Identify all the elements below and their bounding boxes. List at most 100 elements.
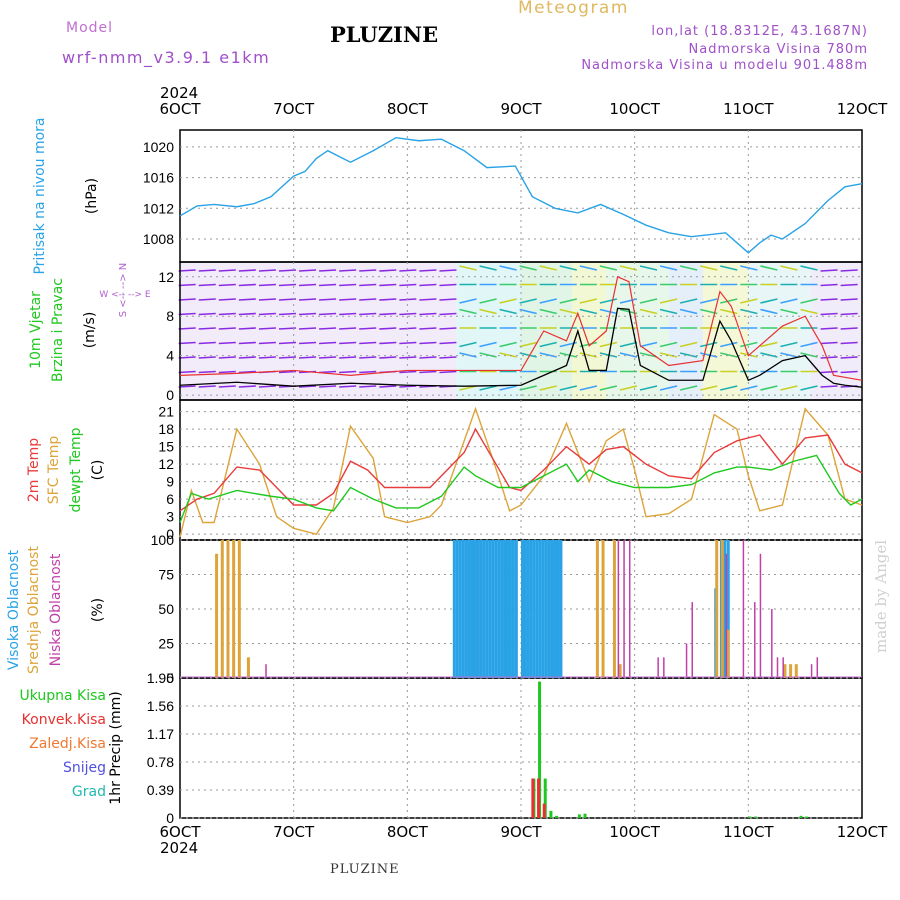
wind-arrow — [319, 298, 337, 301]
panel-frame — [179, 399, 863, 541]
cloud-bar — [742, 540, 745, 678]
cloud-bar — [595, 540, 599, 678]
y-tick-label: 1016 — [143, 170, 174, 186]
wind-arrow — [379, 283, 397, 287]
wind-arrow — [238, 283, 256, 287]
wind-arrow — [679, 298, 698, 304]
wind-arrow — [258, 298, 276, 301]
wind-arrow — [198, 283, 216, 287]
pressure-line — [179, 136, 863, 254]
wind-arrow — [479, 352, 497, 358]
compass-label: S <-- --> N — [118, 263, 129, 318]
wind-arrow — [178, 327, 196, 330]
wind-arrow — [579, 298, 598, 304]
wind-arrow — [740, 341, 758, 348]
y-tick-label: 12 — [158, 456, 174, 472]
wind-arrow — [700, 341, 718, 348]
cloud-bar — [715, 540, 719, 678]
y-tick-label: 100 — [151, 532, 175, 548]
wind-arrow — [499, 385, 517, 391]
wind-arrow — [278, 356, 297, 359]
high-cloud-bar — [538, 540, 542, 678]
wind-arrow — [298, 385, 317, 388]
wind-arrow — [619, 385, 638, 391]
wind-arrow — [820, 327, 838, 330]
wind-arrow — [619, 352, 638, 358]
wind-arrow — [619, 298, 638, 304]
wind-arrow — [559, 265, 577, 271]
wind-arrow — [499, 352, 517, 358]
high-cloud-bar — [550, 540, 554, 678]
wind-arrow — [359, 370, 377, 374]
wind-arrow — [359, 385, 377, 388]
high-cloud-bar — [464, 540, 468, 678]
wind-arrow — [218, 356, 236, 359]
wind-arrow — [459, 308, 477, 315]
temp-axis-title: dewpt Temp — [68, 427, 84, 512]
cloud-bar — [726, 629, 730, 678]
wind-axis-title: Brzina i Pravac — [50, 278, 66, 382]
top-date-label: 9OCT — [501, 100, 543, 118]
wind-arrow — [258, 312, 276, 316]
bottom-date-label: 12OCT — [837, 823, 888, 841]
cloud-bar — [623, 540, 625, 678]
cloud-bar — [725, 553, 728, 678]
wind-arrow — [459, 341, 477, 348]
wind-arrow — [840, 370, 858, 374]
dewpoint-line — [179, 454, 863, 523]
page-title: PLUZINE — [330, 22, 439, 47]
wind-arrow — [800, 341, 818, 348]
wind-arrow — [218, 341, 236, 345]
wind-arrow — [198, 356, 216, 359]
wind-speed-line — [179, 307, 863, 388]
wind-arrow — [218, 370, 236, 374]
wind-arrow — [820, 370, 838, 374]
precip-bar — [531, 778, 535, 818]
high-cloud-bar — [503, 540, 507, 678]
wind-arrow — [820, 283, 838, 287]
y-tick-label: 1.56 — [147, 698, 174, 714]
cloud-bar — [754, 602, 756, 678]
wind-arrow — [760, 341, 778, 348]
cloud-bar — [618, 664, 622, 678]
cloud-bar — [685, 643, 688, 678]
wind-arrow — [419, 269, 437, 272]
high-cloud-bar — [452, 540, 456, 678]
precip-bar — [805, 816, 809, 818]
high-cloud-bar — [461, 540, 465, 678]
high-cloud-bar — [485, 540, 489, 678]
wind-arrow — [579, 265, 598, 271]
high-cloud-bar — [470, 540, 474, 678]
wind-arrow — [760, 298, 778, 304]
bottom-date-label: 6OCT — [160, 823, 202, 841]
wind-arrow — [198, 341, 216, 345]
wind-arrow — [359, 327, 377, 330]
precip-bar — [542, 803, 546, 818]
wind-arrow — [379, 269, 397, 272]
wind-arrow — [760, 265, 778, 271]
wind-band — [180, 262, 457, 400]
precip-bar — [799, 815, 803, 818]
cloud-bar — [794, 664, 798, 678]
wind-arrow — [359, 298, 377, 301]
wind-arrow — [599, 265, 618, 271]
cloud-bar — [783, 664, 787, 678]
high-cloud-bar — [521, 540, 524, 678]
cloud-bar — [265, 664, 267, 678]
wind-arrow — [479, 265, 497, 271]
wind-arrow — [579, 352, 598, 358]
wind-arrow — [218, 298, 236, 301]
wind-band — [456, 262, 521, 400]
high-cloud-bar — [482, 540, 486, 678]
wind-arrow — [820, 312, 838, 316]
wind-arrow — [419, 341, 437, 345]
high-cloud-bar — [494, 540, 498, 678]
wind-arrow — [379, 298, 397, 301]
bottom-date-label: 10OCT — [609, 823, 660, 841]
wind-arrow — [198, 269, 216, 272]
wind-arrow — [459, 352, 477, 358]
elevation-info: Nadmorska Visina 780m — [688, 42, 868, 57]
wind-arrow — [298, 327, 317, 330]
wind-arrow — [178, 341, 196, 345]
